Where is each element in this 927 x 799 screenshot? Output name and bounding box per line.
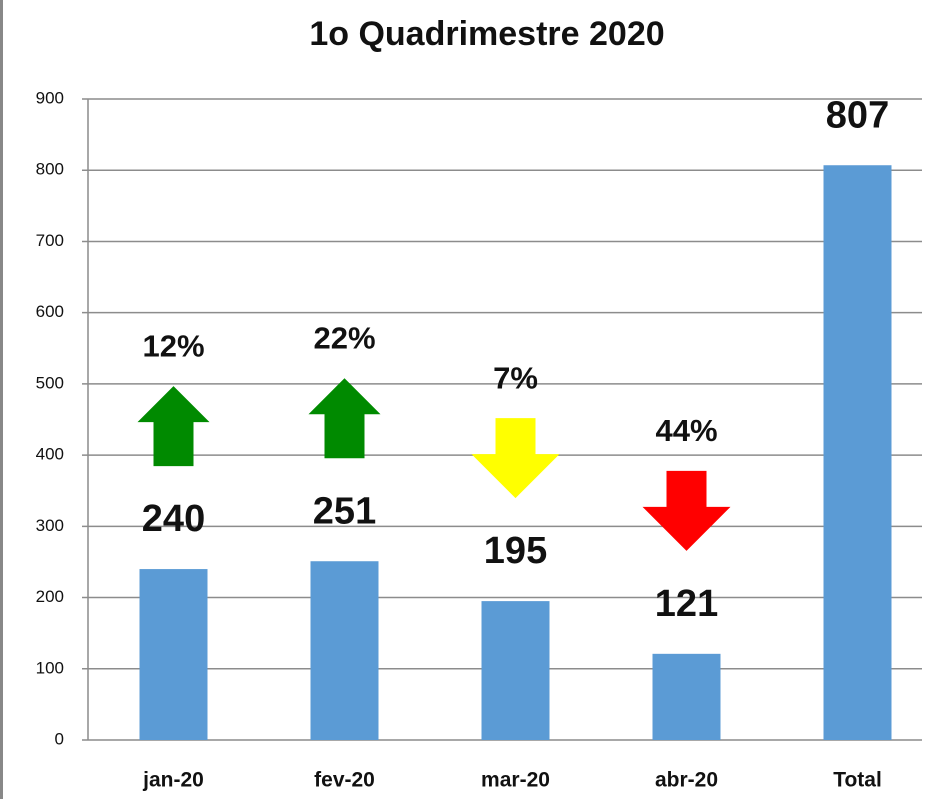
data-label: 240 [142, 498, 205, 540]
y-tick-label: 700 [36, 231, 64, 250]
x-tick-label: abr-20 [655, 769, 718, 792]
y-tick-label: 600 [36, 302, 64, 321]
percent-label: 22% [313, 320, 375, 355]
y-tick-label: 300 [36, 516, 64, 535]
data-label: 195 [484, 530, 547, 572]
percent-label: 7% [493, 360, 538, 395]
x-tick-label: mar-20 [481, 769, 550, 792]
trend-arrow [308, 378, 381, 459]
bar [652, 653, 721, 740]
percent-label: 12% [142, 328, 204, 363]
left-border [0, 0, 3, 799]
trend-arrow [137, 386, 210, 467]
bar [823, 165, 892, 740]
bar [481, 601, 550, 740]
trend-arrow [642, 470, 731, 551]
data-label: 121 [655, 583, 718, 625]
chart-title: 1o Quadrimestre 2020 [309, 15, 664, 53]
y-tick-label: 800 [36, 160, 64, 179]
y-tick-label: 900 [36, 88, 64, 107]
percent-label: 44% [655, 413, 717, 448]
y-tick-label: 200 [36, 587, 64, 606]
data-label: 807 [826, 94, 889, 136]
y-tick-label: 400 [36, 445, 64, 464]
bar [310, 561, 379, 740]
x-tick-label: fev-20 [314, 769, 375, 792]
y-tick-label: 500 [36, 373, 64, 392]
x-tick-label: Total [833, 769, 882, 792]
y-tick-label: 100 [36, 658, 64, 677]
y-tick-label: 0 [55, 729, 64, 748]
x-tick-label: jan-20 [142, 769, 204, 792]
bar [139, 569, 208, 740]
trend-arrow [471, 418, 560, 499]
data-label: 251 [313, 490, 376, 532]
